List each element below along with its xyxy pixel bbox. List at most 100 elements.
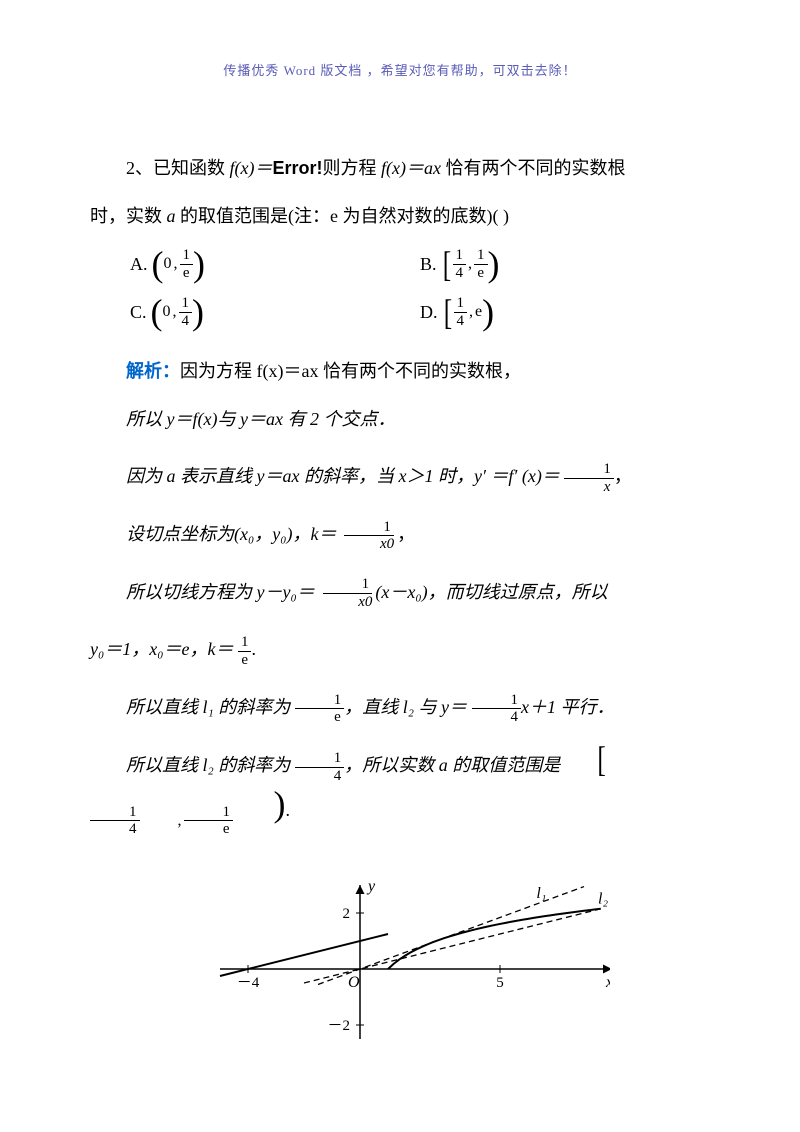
option-a: A. ( 0, 1e ) (130, 246, 420, 282)
doc-header: 传播优秀 Word 版文档 ，希望对您有帮助，可双击去除！ (90, 60, 710, 79)
frac: 14 (90, 804, 140, 838)
t: 恰有两个不同的实数根 (441, 158, 626, 178)
d: 4 (472, 709, 522, 726)
t: . (286, 800, 291, 820)
t: 设切点坐标为(x₀，y₀)，k＝ (126, 524, 336, 544)
n: 1 (453, 247, 467, 265)
frac: 1x0 (341, 519, 397, 553)
svg-text:y: y (366, 878, 376, 895)
frac: 14 (454, 295, 468, 329)
svg-text:l₁: l₁ (536, 885, 546, 902)
sol-5: 所以切线方程为 y－y₀＝ 1x0(x－x₀)，而切线过原点，所以 (90, 573, 710, 613)
bracket-open: [ (443, 294, 451, 330)
paren-close: ) (193, 246, 205, 282)
paren-open: ( (152, 246, 164, 282)
frac: 14 (295, 750, 345, 784)
svg-text:2: 2 (343, 906, 351, 922)
eq: f(x)＝ax (381, 158, 441, 178)
frac: 1e (184, 804, 234, 838)
t: 已知函数 (153, 158, 225, 178)
n: 1 (295, 692, 345, 710)
problem-line-2: 时，实数 a 的取值范围是(注：e 为自然对数的底数)( ) (90, 197, 710, 237)
d: e (184, 821, 233, 838)
analysis-label: 解析： (126, 361, 180, 381)
t: 所以 y＝f(x)与 y＝ax 有 2 个交点． (126, 409, 395, 429)
svg-text:x: x (605, 974, 610, 991)
d: x (565, 479, 614, 496)
n: 1 (238, 634, 252, 652)
sol-8: 所以直线 l₂ 的斜率为 14，所以实数 a 的取值范围是 [ 14, 1e )… (90, 741, 710, 838)
problem-line-1: 2、已知函数 f(x)＝Error!则方程 f(x)＝ax 恰有两个不同的实数根 (90, 149, 710, 189)
svg-text:－4: －4 (237, 975, 260, 991)
bracket-open: [ (442, 246, 450, 282)
problem-number: 2、 (126, 158, 153, 178)
header-text: 传播优秀 Word 版文档 ，希望对您有帮助，可双击去除！ (223, 63, 576, 78)
fx: f(x)＝ (230, 158, 273, 178)
frac: 14 (472, 692, 522, 726)
frac: 1e (474, 247, 488, 281)
paren-close: ) (482, 294, 494, 330)
d: 4 (295, 768, 345, 785)
t: ， (397, 524, 415, 544)
opt-label: B. (420, 254, 437, 275)
d: x0 (341, 536, 397, 553)
paren-close: ) (238, 786, 286, 822)
n: 1 (454, 295, 468, 313)
t: ， (614, 466, 632, 486)
svg-text:O: O (348, 974, 360, 991)
d: 4 (90, 821, 140, 838)
solution-chart: －4 5 2 －2 Oy x l₁ l₂ (190, 849, 610, 1039)
option-c: C. ( 0, 14 ) (130, 294, 420, 330)
v: e (475, 303, 482, 321)
opt-label: D. (420, 302, 438, 323)
v: 0 (164, 255, 172, 273)
t: 因为 a 表示直线 y＝ax 的斜率，当 x＞1 时，y′ ＝f′ (x)＝ (126, 466, 560, 486)
paren-content: 14, 1e (453, 247, 488, 281)
sol-1: 解析：因为方程 f(x)＝ax 恰有两个不同的实数根， (90, 352, 710, 392)
frac: 1x (564, 461, 614, 495)
n: 1 (179, 295, 193, 313)
frac: 14 (179, 295, 193, 329)
range: 14, 1e (90, 803, 233, 838)
opt-label: A. (130, 254, 148, 275)
t: 所以直线 l₂ 的斜率为 (126, 755, 290, 775)
t: 时，实数 (90, 206, 167, 226)
frac: 1e (238, 634, 252, 668)
t: y₀＝1，x₀＝e，k＝ (90, 639, 233, 659)
n: 1 (344, 519, 394, 537)
d: e (238, 652, 251, 669)
frac: 1x0 (319, 576, 375, 610)
sol-4: 设切点坐标为(x₀，y₀)，k＝ 1x0， (90, 515, 710, 555)
n: 1 (295, 750, 345, 768)
t: 因为方程 f(x)＝ax 恰有两个不同的实数根， (180, 361, 521, 381)
d: e (295, 709, 344, 726)
frac: 1e (180, 247, 194, 281)
n: 1 (474, 247, 488, 265)
opt-label: C. (130, 302, 147, 323)
sol-7: 所以直线 l₁ 的斜率为 1e，直线 l₂ 与 y＝ 14x＋1 平行． (90, 688, 710, 728)
d: x0 (319, 594, 375, 611)
svg-text:5: 5 (496, 975, 504, 991)
option-d: D. [ 14, e ) (420, 294, 710, 330)
paren-close: ) (192, 294, 204, 330)
t: ，所以实数 a 的取值范围是 (344, 755, 560, 775)
t: 的取值范围是(注：e 为自然对数的底数)( ) (176, 206, 509, 226)
d: e (474, 265, 487, 282)
error-text: Error! (272, 158, 322, 178)
d: 4 (179, 313, 193, 330)
sol-2: 所以 y＝f(x)与 y＝ax 有 2 个交点． (90, 400, 710, 440)
sol-3: 因为 a 表示直线 y＝ax 的斜率，当 x＞1 时，y′ ＝f′ (x)＝ 1… (90, 457, 710, 497)
paren-content: 0, 14 (163, 295, 193, 329)
frac: 1e (295, 692, 345, 726)
t: 所以直线 l₁ 的斜率为 (126, 697, 290, 717)
sol-6: y₀＝1，x₀＝e，k＝ 1e. (90, 630, 710, 670)
v: 0 (163, 303, 171, 321)
option-b: B. [ 14, 1e ) (420, 246, 710, 282)
n: 1 (323, 576, 373, 594)
svg-text:－2: －2 (327, 1018, 350, 1034)
t: ，直线 l₂ 与 y＝ (344, 697, 467, 717)
svg-text:l₂: l₂ (598, 890, 608, 907)
d: 4 (454, 313, 468, 330)
frac: 14 (453, 247, 467, 281)
n: 1 (472, 692, 522, 710)
